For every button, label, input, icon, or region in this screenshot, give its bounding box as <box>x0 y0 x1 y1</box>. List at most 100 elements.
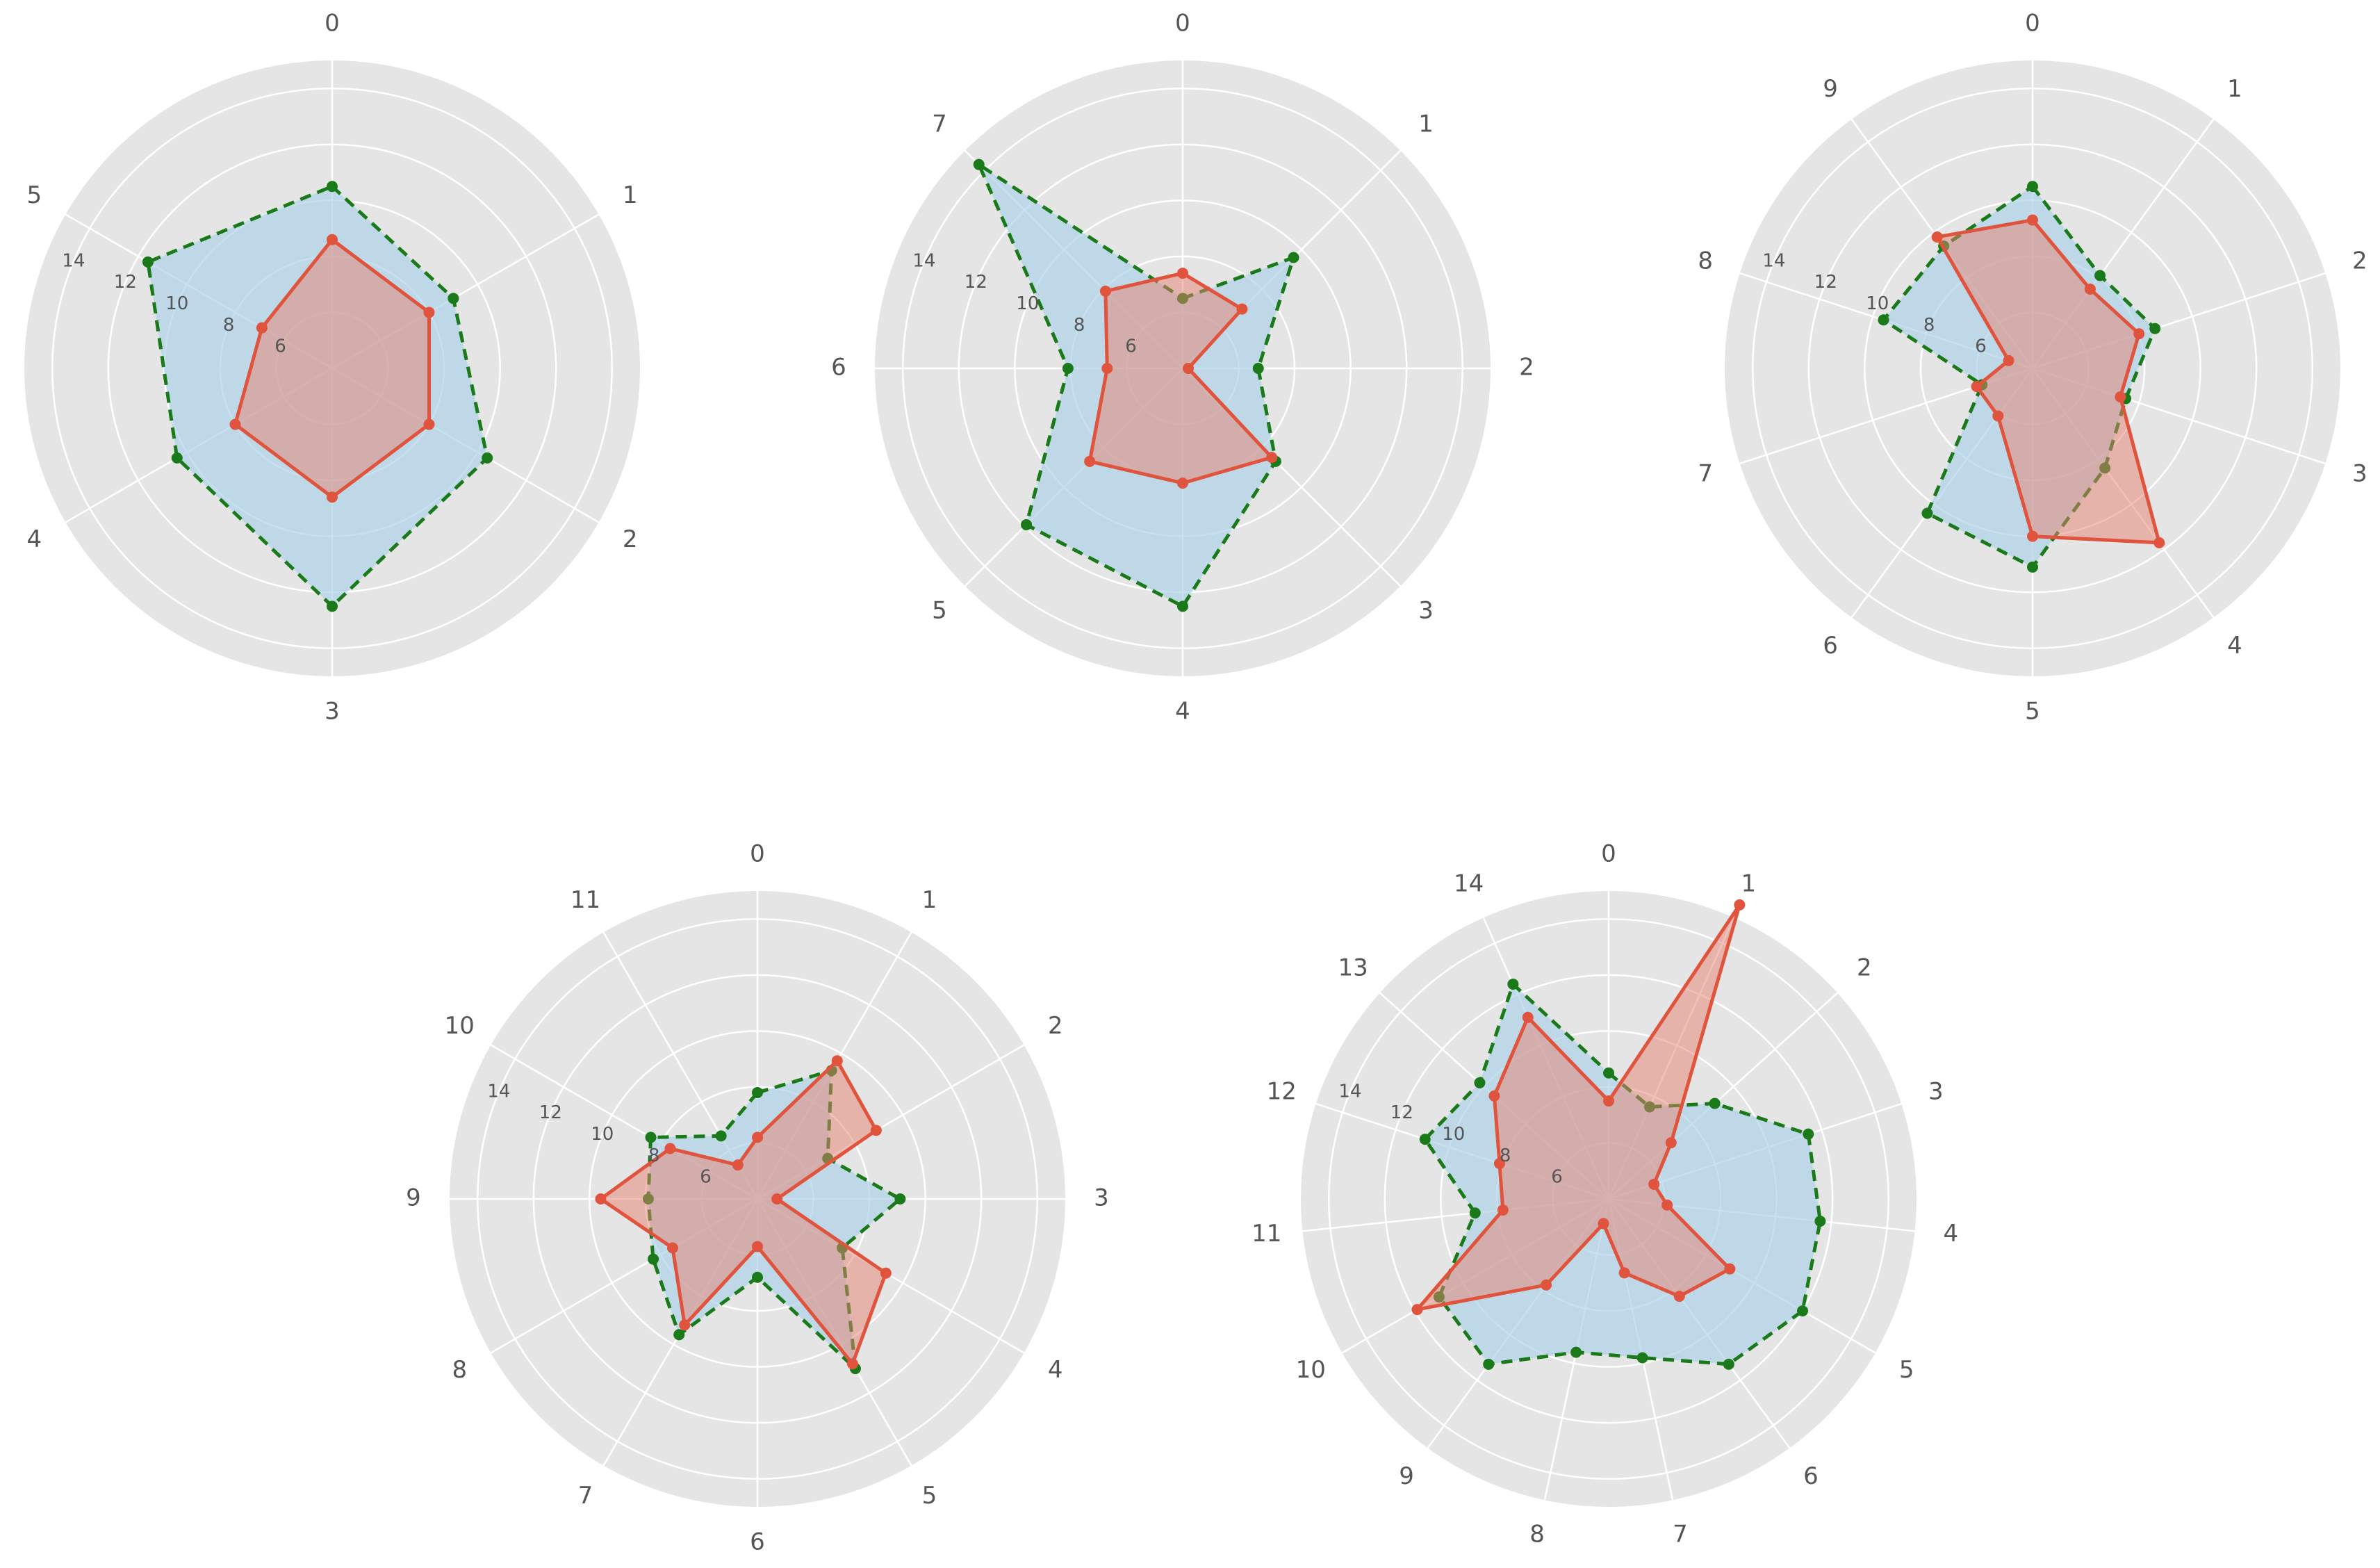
radial-tick-label: 8 <box>1923 315 1935 336</box>
category-label-14: 14 <box>1454 869 1484 897</box>
radial-tick-label: 12 <box>1814 272 1837 293</box>
series-a-area <box>600 1061 886 1364</box>
series-a-point-11 <box>1497 1204 1509 1216</box>
series-b-point-7 <box>1636 1352 1648 1364</box>
category-label-3: 3 <box>1094 1184 1109 1212</box>
series-b-point-0 <box>2027 181 2038 193</box>
series-a-line <box>1415 903 1741 1312</box>
series-a-point-10 <box>1411 1304 1423 1316</box>
series-b-point-9 <box>1483 1358 1495 1370</box>
series-b-point-0 <box>327 181 338 193</box>
series-a-point-1 <box>1236 303 1248 315</box>
series-a-point-3 <box>1648 1178 1660 1190</box>
series-b-point-3 <box>327 601 338 612</box>
series-a-point-4 <box>2153 537 2165 548</box>
category-label-6: 6 <box>750 1528 765 1556</box>
category-label-2: 2 <box>1519 354 1534 382</box>
radial-tick-label: 12 <box>539 1102 562 1123</box>
series-b-point-2 <box>1252 363 1264 374</box>
category-label-8: 8 <box>452 1356 467 1384</box>
series-a-area <box>235 239 429 498</box>
category-label-10: 10 <box>1296 1356 1326 1384</box>
series-a-area <box>1937 220 2160 543</box>
category-label-4: 4 <box>26 525 42 553</box>
series-b-point-11 <box>1469 1207 1481 1219</box>
series-a-point-8 <box>1598 1218 1609 1230</box>
radial-tick-label: 10 <box>165 293 188 314</box>
series-a-point-13 <box>1488 1090 1500 1102</box>
category-label-10: 10 <box>445 1012 475 1040</box>
series-a-point-1 <box>1734 899 1746 910</box>
series-b-point-13 <box>1474 1077 1486 1088</box>
series-b-point-2 <box>1709 1097 1721 1109</box>
category-label-7: 7 <box>1698 459 1713 487</box>
category-label-6: 6 <box>1803 1462 1819 1490</box>
category-label-8: 8 <box>1698 247 1713 275</box>
radial-tick-label: 14 <box>912 250 935 271</box>
category-label-13: 13 <box>1338 954 1368 981</box>
series-b-point-4 <box>1814 1215 1826 1227</box>
radial-tick-label: 14 <box>1338 1081 1361 1102</box>
series-a-point-2 <box>1665 1137 1677 1149</box>
category-label-3: 3 <box>325 698 340 726</box>
series-b-point-7 <box>673 1329 685 1341</box>
series-a-point-3 <box>771 1193 783 1204</box>
series-a-point-1 <box>423 307 435 318</box>
series-a-point-8 <box>2003 354 2014 366</box>
series-a-point-2 <box>423 418 435 430</box>
series-b-point-5 <box>2027 561 2038 573</box>
category-label-0: 0 <box>1175 10 1190 38</box>
category-label-5: 5 <box>1899 1356 1914 1384</box>
series-a-point-10 <box>664 1143 676 1154</box>
series-b-point-6 <box>1921 507 1933 519</box>
category-label-9: 9 <box>406 1184 421 1212</box>
category-label-2: 2 <box>1857 954 1872 981</box>
series-b-point-4 <box>1177 601 1188 612</box>
category-label-11: 11 <box>1251 1220 1281 1248</box>
series-b-point-4 <box>171 452 183 464</box>
radial-tick-label: 6 <box>1551 1167 1563 1188</box>
category-label-6: 6 <box>1823 632 1838 660</box>
series-a-point-5 <box>1084 455 1096 467</box>
series-a-point-14 <box>1522 1011 1534 1023</box>
series-a-point-4 <box>880 1267 892 1279</box>
series-b-point-1 <box>2094 270 2106 281</box>
series-b-point-11 <box>715 1130 727 1142</box>
category-label-5: 5 <box>26 181 42 209</box>
category-label-4: 4 <box>1048 1356 1063 1384</box>
category-label-7: 7 <box>578 1482 593 1510</box>
category-label-5: 5 <box>922 1482 937 1510</box>
category-label-1: 1 <box>1741 869 1757 897</box>
series-a-point-7 <box>1099 285 1111 297</box>
series-a-point-0 <box>1603 1095 1614 1107</box>
radial-tick-label: 10 <box>591 1124 614 1145</box>
category-label-6: 6 <box>831 354 846 382</box>
radial-tick-label: 10 <box>1016 293 1039 314</box>
category-label-12: 12 <box>1267 1078 1297 1106</box>
series-a-point-0 <box>1177 268 1188 279</box>
series-b-point-5 <box>1797 1305 1809 1317</box>
category-label-3: 3 <box>1418 597 1434 625</box>
radial-tick-label: 14 <box>62 250 85 271</box>
radial-tick-label: 6 <box>1975 336 1987 357</box>
series-b-point-6 <box>1062 363 1074 374</box>
series-a-point-3 <box>1266 452 1278 464</box>
category-label-1: 1 <box>1418 110 1434 138</box>
series-b-point-2 <box>482 452 493 464</box>
series-a-point-5 <box>256 322 268 334</box>
series-a-point-0 <box>327 234 338 245</box>
category-label-1: 1 <box>922 886 937 914</box>
category-label-4: 4 <box>1943 1220 1958 1248</box>
series-a-point-6 <box>752 1241 763 1252</box>
radial-tick-label: 6 <box>1125 336 1137 357</box>
category-label-4: 4 <box>1175 698 1190 726</box>
category-label-7: 7 <box>932 110 947 138</box>
series-b-point-5 <box>142 256 154 268</box>
radial-tick-label: 8 <box>1500 1145 1511 1166</box>
series-a-area <box>1417 904 1740 1310</box>
